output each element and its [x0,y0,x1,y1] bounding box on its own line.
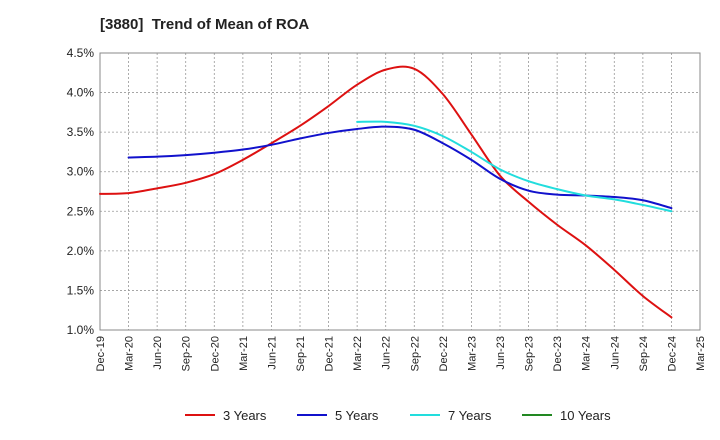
y-tick-label: 2.5% [67,204,95,218]
y-tick-label: 3.5% [67,125,95,139]
x-tick-label: Dec-23 [552,336,564,371]
x-tick-label: Mar-21 [238,336,250,371]
series-line-7-years [356,120,673,213]
plot-area [99,52,701,331]
legend-label-3-years: 3 Years [223,408,267,423]
x-tick-label: Sep-22 [409,336,421,371]
x-tick-label: Dec-22 [438,336,450,371]
y-tick-label: 1.0% [67,323,95,337]
x-tick-label: Sep-20 [181,336,193,371]
series-line-3-years [99,65,673,319]
x-tick-label: Mar-24 [581,336,593,371]
x-tick-label: Mar-22 [352,336,364,371]
x-tick-label: Sep-24 [638,336,650,371]
legend-label-10-years: 10 Years [560,408,611,423]
x-tick-label: Jun-22 [381,336,393,370]
y-tick-label: 4.5% [67,46,95,60]
x-tick-label: Jun-21 [266,336,278,370]
x-tick-label: Dec-21 [324,336,336,371]
y-tick-label: 3.0% [67,165,95,179]
x-tick-label: Jun-23 [495,336,507,370]
legend: 3 Years 5 Years 7 Years 10 Years [185,408,611,423]
y-tick-label: 2.0% [67,244,95,258]
x-tick-label: Mar-25 [695,336,707,371]
y-tick-label: 1.5% [67,283,95,297]
series-lines [99,65,673,319]
x-axis-ticks: Dec-19 Mar-20 Jun-20 Sep-20 Dec-20 Mar-21 Jun-… [95,336,707,371]
x-tick-label: Sep-23 [524,336,536,371]
x-tick-label: Jun-20 [152,336,164,370]
y-axis-ticks: 4.5% 4.0% 3.5% 3.0% 2.5% 2.0% 1.5% 1.0% [67,46,95,337]
y-tick-label: 4.0% [67,86,95,100]
x-tick-label: Dec-20 [209,336,221,371]
legend-label-5-years: 5 Years [335,408,379,423]
x-tick-label: Dec-24 [666,336,678,371]
x-tick-label: Sep-21 [295,336,307,371]
x-tick-label: Mar-20 [124,336,136,371]
chart-title: [3880] Trend of Mean of ROA [100,16,310,33]
x-tick-label: Dec-19 [95,336,107,371]
legend-label-7-years: 7 Years [448,408,492,423]
x-tick-label: Jun-24 [609,336,621,370]
grid [100,53,700,330]
x-tick-label: Mar-23 [466,336,478,371]
